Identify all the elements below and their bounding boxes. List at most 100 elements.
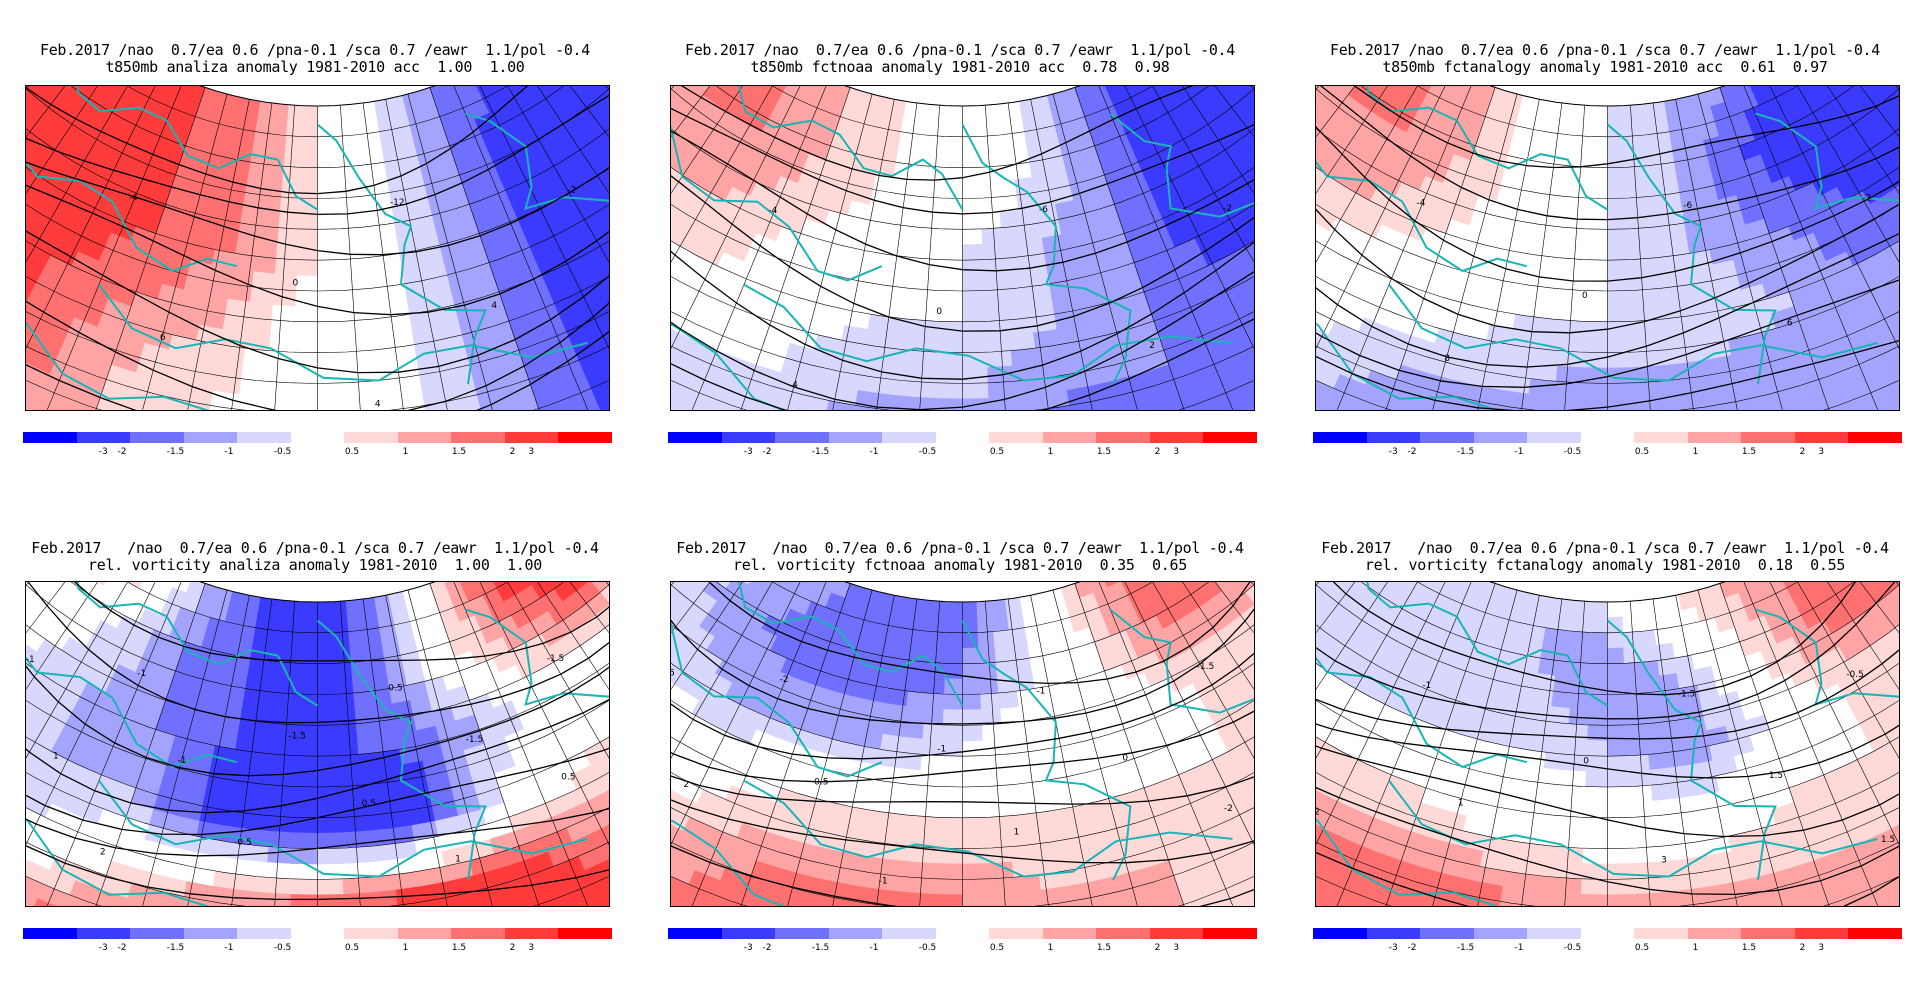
- anomaly-cell: [253, 752, 277, 771]
- anomaly-cell: [300, 151, 318, 169]
- anomaly-cell: [317, 878, 345, 896]
- colorbar-segment: [558, 928, 612, 939]
- anomaly-cell: [124, 582, 146, 589]
- parallel-line: [26, 582, 609, 757]
- anomaly-cell: [1580, 398, 1608, 410]
- anomaly-cell: [895, 642, 915, 661]
- anomaly-cell: [317, 817, 342, 834]
- panel-t850-fctanalogy: Feb.2017 /nao 0.7/ea 0.6 /pna-0.1 /sca 0…: [1305, 0, 1905, 480]
- anomaly-cell: [962, 878, 990, 896]
- parallel-line: [26, 582, 609, 788]
- anomaly-cell: [928, 646, 947, 664]
- parallel-line: [1316, 86, 1899, 169]
- colorbar-segment: [1149, 432, 1203, 443]
- contour-label: 4: [375, 400, 381, 410]
- contour-line: [26, 582, 609, 777]
- anomaly-cell: [1834, 86, 1859, 94]
- anomaly-cell: [1241, 322, 1254, 350]
- panel-title: Feb.2017 /nao 0.7/ea 0.6 /pna-0.1 /sca 0…: [1329, 41, 1881, 59]
- colorbar-segment: [76, 928, 130, 939]
- coastline: [1755, 112, 1899, 262]
- anomaly-cell: [1316, 390, 1329, 410]
- anomaly-cell: [1000, 225, 1023, 244]
- colorbar-segment: [1741, 432, 1795, 443]
- contour-line: [1316, 86, 1899, 169]
- panel-subtitle: t850mb fctanalogy anomaly 1981-2010 acc …: [1382, 58, 1828, 76]
- colorbar-segment: [1042, 432, 1096, 443]
- anomaly-cell: [1629, 304, 1655, 322]
- anomaly-cell: [962, 647, 980, 665]
- anomaly-cell: [1622, 119, 1639, 137]
- colorbar-segment: [183, 432, 237, 443]
- coastline: [316, 619, 487, 881]
- colorbar-segment: [1096, 432, 1150, 443]
- parallel-line: [26, 86, 609, 323]
- anomaly-cell: [299, 166, 318, 184]
- colorbar-segment: [721, 928, 775, 939]
- parallel-line: [671, 86, 1254, 292]
- contour-line: [26, 620, 609, 901]
- map-boundary: [199, 86, 436, 107]
- anomaly-cell: [887, 688, 909, 707]
- anomaly-cell: [317, 709, 338, 726]
- anomaly-cell: [1632, 381, 1661, 399]
- anomaly-cell: [962, 678, 981, 695]
- anomaly-cell: [1582, 336, 1608, 354]
- colorbar-segment: [1096, 928, 1150, 939]
- anomaly-cell: [883, 378, 912, 398]
- anomaly-cell: [1321, 402, 1355, 410]
- anomaly-cell: [300, 136, 318, 153]
- contour-label: 0: [293, 279, 299, 289]
- coastline: [671, 86, 883, 282]
- anomaly-cell: [273, 769, 297, 787]
- colorbar-tick-label: -1: [1514, 447, 1524, 457]
- anomaly-cell: [1528, 378, 1557, 398]
- anomaly-cell: [1101, 86, 1122, 92]
- anomaly-cell: [287, 600, 304, 618]
- anomaly-cell: [1890, 86, 1899, 109]
- contour-line: [671, 86, 1254, 181]
- anomaly-cell: [931, 615, 948, 633]
- anomaly-cell: [884, 609, 904, 629]
- colorbar-tick-label: 1: [1692, 447, 1699, 457]
- anomaly-cell: [962, 259, 985, 276]
- map-frame: -3-1-2-1.5-1-0.500.5-1.512-2-10.5: [670, 581, 1255, 907]
- anomaly-cell: [1653, 131, 1673, 150]
- anomaly-cell: [1004, 271, 1029, 290]
- anomaly-cell: [993, 629, 1012, 648]
- anomaly-cell: [365, 642, 385, 661]
- anomaly-cell: [354, 706, 376, 725]
- contour-line: [1316, 86, 1899, 334]
- anomaly-cell: [600, 86, 609, 109]
- anomaly-cell: [962, 336, 988, 354]
- anomaly-cell: [263, 179, 284, 198]
- anomaly-cell: [938, 817, 963, 834]
- field-layer: -8-6-4-202684: [1316, 86, 1899, 410]
- anomaly-cell: [301, 616, 318, 634]
- anomaly-cell: [600, 582, 609, 605]
- anomaly-cell: [456, 86, 477, 92]
- anomaly-cell: [252, 131, 272, 150]
- contour-label: -4: [129, 193, 138, 203]
- panel-subtitle: t850mb analiza anomaly 1981-2010 acc 1.0…: [105, 58, 525, 76]
- anomaly-cell: [1607, 259, 1630, 276]
- contour-label: 0: [936, 307, 942, 317]
- anomaly-cell: [317, 662, 336, 680]
- anomaly-cell: [255, 116, 274, 135]
- contour-label: -0.5: [671, 668, 675, 678]
- anomaly-cell: [1555, 365, 1583, 384]
- colorbar-segment: [1042, 928, 1096, 939]
- anomaly-cell: [317, 786, 341, 803]
- colorbar-tick-label: 3: [528, 943, 535, 953]
- colorbar-segment: [1687, 432, 1741, 443]
- anomaly-cell: [1623, 165, 1643, 184]
- colorbar-tick-label: 1: [1047, 943, 1054, 953]
- anomaly-cell: [1607, 105, 1623, 122]
- colorbar: -3 -2 -1.5 -1 -0.5 0.5 1 1.5 2 3: [1313, 432, 1902, 457]
- colorbar-tick-label: -3: [1388, 447, 1398, 457]
- colorbar-tick-label: -1: [869, 943, 879, 953]
- anomaly-cell: [1644, 210, 1666, 229]
- colorbar-tick-label: -1.5: [811, 943, 830, 953]
- anomaly-cell: [264, 877, 293, 895]
- anomaly-cell: [26, 390, 39, 410]
